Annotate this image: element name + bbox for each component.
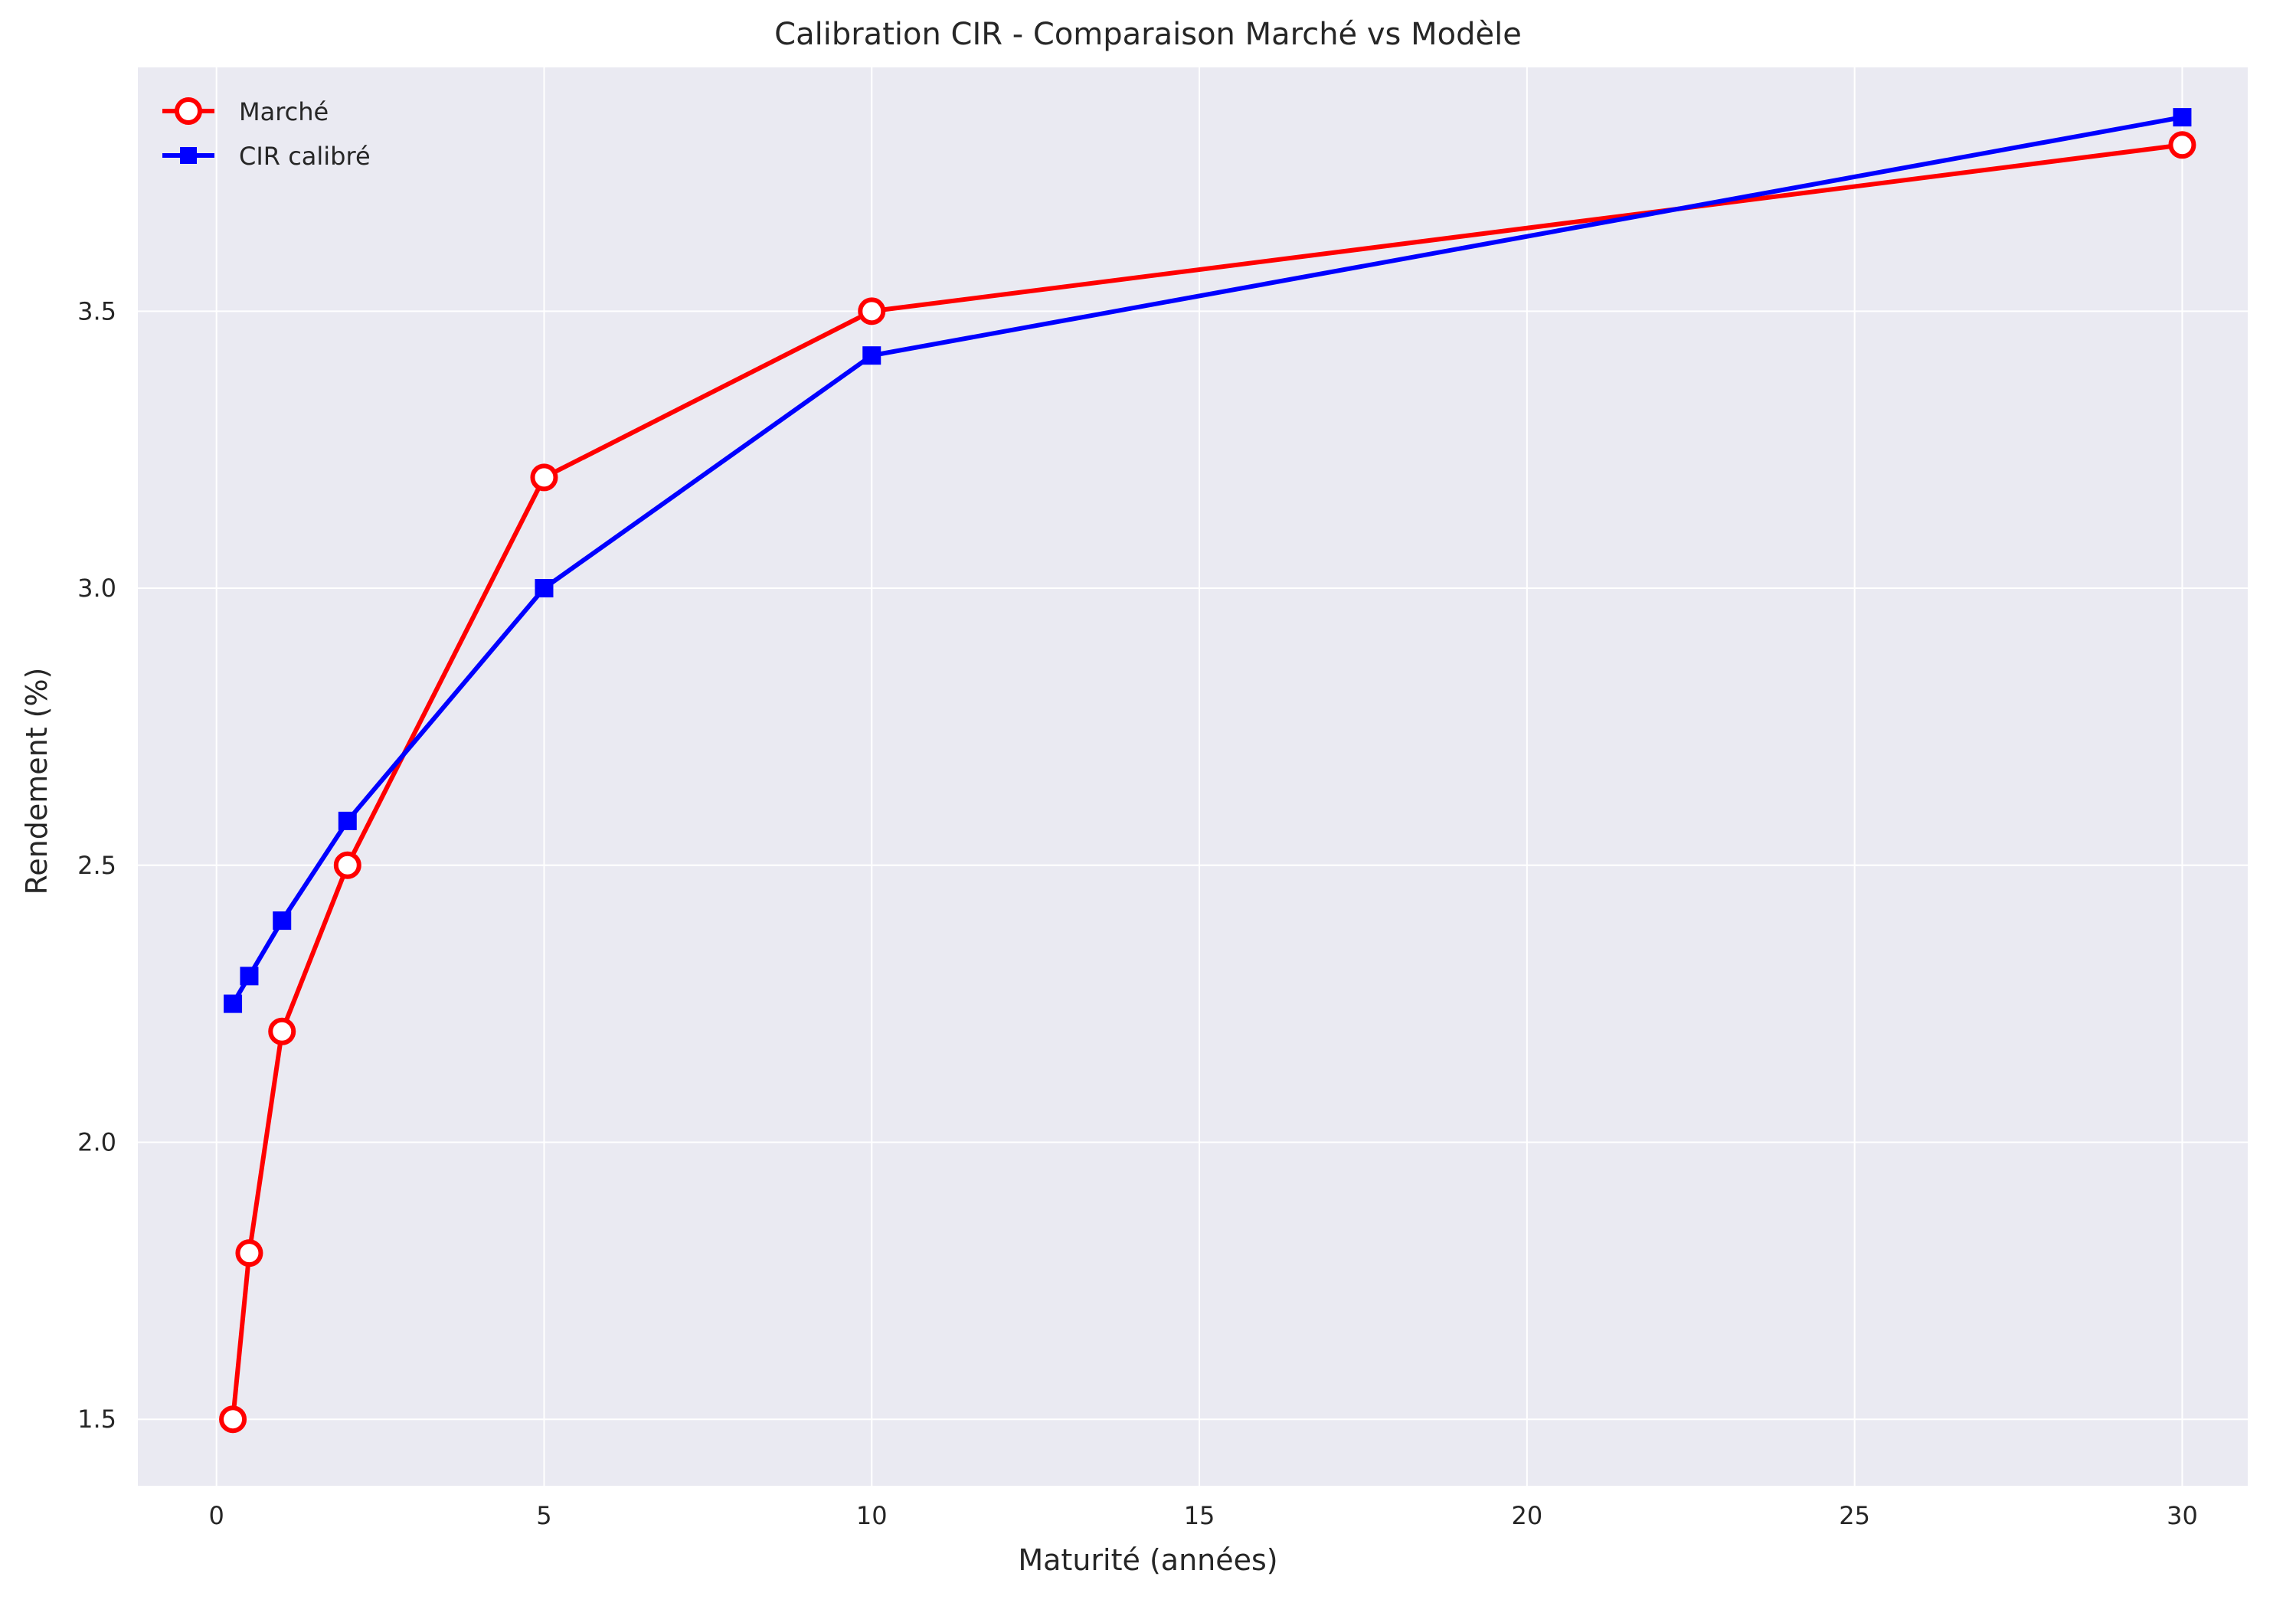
x-tick-label: 15 xyxy=(1184,1501,1215,1530)
data-point-marche xyxy=(219,1405,247,1434)
y-tick-label: 2.5 xyxy=(77,851,116,880)
data-point-cir xyxy=(338,811,357,830)
y-tick-label: 2.0 xyxy=(77,1127,116,1156)
data-point-marche xyxy=(530,463,558,492)
chart-title: Calibration CIR - Comparaison Marché vs … xyxy=(774,17,1522,52)
data-point-cir xyxy=(862,346,881,365)
data-point-cir xyxy=(224,994,243,1013)
data-point-marche xyxy=(858,297,886,325)
x-tick-label: 25 xyxy=(1839,1501,1870,1530)
y-tick-label: 1.5 xyxy=(77,1405,116,1434)
data-point-marche xyxy=(2168,131,2196,159)
plot-background xyxy=(138,67,2248,1486)
x-tick-label: 0 xyxy=(208,1501,224,1530)
y-axis-label: Rendement (%) xyxy=(20,667,54,895)
legend-label: CIR calibré xyxy=(239,142,371,171)
data-point-marche xyxy=(268,1017,296,1045)
y-tick-label: 3.5 xyxy=(77,296,116,325)
x-tick-label: 30 xyxy=(2167,1501,2198,1530)
x-tick-label: 10 xyxy=(856,1501,888,1530)
data-point-cir xyxy=(2173,108,2192,127)
legend-marker xyxy=(175,97,202,125)
data-point-marche xyxy=(235,1239,263,1267)
x-tick-label: 20 xyxy=(1511,1501,1542,1530)
data-point-cir xyxy=(535,579,554,598)
x-tick-label: 5 xyxy=(536,1501,551,1530)
data-point-marche xyxy=(333,851,361,879)
y-tick-label: 3.0 xyxy=(77,574,116,603)
data-point-cir xyxy=(240,967,259,986)
legend-marker xyxy=(180,147,197,164)
x-axis-label: Maturité (années) xyxy=(1018,1543,1278,1577)
data-point-cir xyxy=(273,911,292,931)
legend-label: Marché xyxy=(239,97,329,126)
